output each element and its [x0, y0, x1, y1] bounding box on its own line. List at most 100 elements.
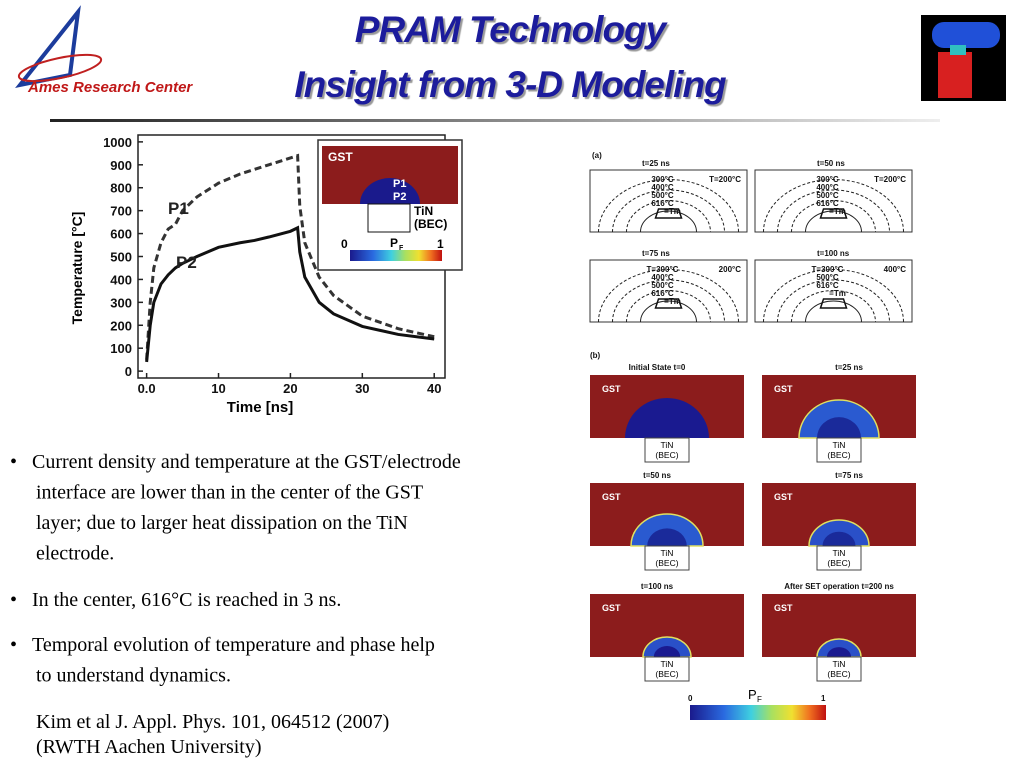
- melt-zone: [654, 208, 683, 219]
- citation: (RWTH Aachen University): [36, 736, 262, 758]
- contour-label: T=300°C: [812, 265, 844, 274]
- colorbar-min: 0: [341, 237, 348, 251]
- logo-text: Ames Research Center: [27, 79, 193, 96]
- y-tick-label: 700: [110, 204, 132, 219]
- divider: [50, 119, 940, 122]
- molecule-image: [921, 15, 1006, 101]
- x-axis-label: Time [ns]: [227, 399, 293, 416]
- panel-title: t=50 ns: [817, 159, 845, 168]
- colorbar-sub: F: [399, 245, 404, 252]
- y-tick-label: 200: [110, 318, 132, 333]
- contour: [791, 290, 876, 323]
- region-label: GST: [774, 384, 793, 394]
- region-label: GST: [774, 492, 793, 502]
- contour: [626, 200, 711, 233]
- contour-label: 500°C: [816, 273, 839, 282]
- contour: [791, 200, 876, 233]
- contour-label: 616°C: [816, 199, 839, 208]
- melt-zone: [819, 298, 848, 309]
- bullet-text: to understand dynamics.: [36, 665, 231, 687]
- electrode: [816, 545, 862, 571]
- dome-core: [647, 528, 687, 546]
- electrode: [644, 656, 690, 682]
- y-tick-label: 400: [110, 272, 132, 287]
- dome-core: [817, 417, 861, 438]
- y-tick-label: 100: [110, 341, 132, 356]
- contour-label: 616°C: [651, 289, 674, 298]
- colorbar-max: 1: [821, 694, 826, 703]
- panel-title: t=100 ns: [641, 582, 674, 591]
- electrode-label: (BEC): [655, 450, 678, 460]
- panel-title: t=25 ns: [642, 159, 670, 168]
- point-label: P2: [393, 191, 406, 203]
- logo: Ames Research Center: [15, 5, 193, 96]
- contour-label: T=200°C: [874, 175, 906, 184]
- electrode-label: (BEC): [655, 669, 678, 679]
- series-label: P1: [168, 199, 189, 218]
- electrode: [367, 203, 411, 233]
- region-label: GST: [328, 150, 353, 164]
- contour: [626, 290, 711, 323]
- electrode-label: TiN: [833, 548, 846, 558]
- panel-title: t=25 ns: [835, 363, 863, 372]
- contour-label: =Tm: [664, 297, 681, 306]
- contour: [777, 279, 890, 323]
- contour-label: 400°C: [816, 183, 839, 192]
- contour: [640, 300, 697, 323]
- electrode-label: (BEC): [655, 558, 678, 568]
- contour-label: =Tm: [829, 289, 846, 298]
- contour-label: 500°C: [651, 281, 674, 290]
- dome-core: [826, 647, 852, 657]
- colorbar-sub: F: [757, 695, 762, 704]
- contour-label: T=200°C: [709, 175, 741, 184]
- colorbar-name: P: [390, 236, 398, 250]
- colorbar: [350, 250, 442, 261]
- contour-label: 400°C: [651, 273, 674, 282]
- contour-label: 616°C: [651, 199, 674, 208]
- electrode: [816, 656, 862, 682]
- bullet-marker: •: [10, 589, 17, 611]
- colorbar: [690, 705, 826, 720]
- colorbar-min: 0: [688, 694, 693, 703]
- bullet-marker: •: [10, 634, 17, 656]
- contour: [777, 189, 890, 233]
- y-tick-label: 900: [110, 158, 132, 173]
- electrode-label: TiN: [414, 204, 433, 218]
- contour: [612, 279, 725, 323]
- contour-label: T=300°C: [647, 265, 679, 274]
- panel-title: Initial State t=0: [629, 363, 686, 372]
- bullet-text: In the center, 616°C is reached in 3 ns.: [32, 589, 341, 611]
- y-tick-label: 300: [110, 295, 132, 310]
- text-block: • Current density and temperature at the …: [10, 451, 461, 758]
- region-label: GST: [774, 603, 793, 613]
- panel-title: t=75 ns: [835, 471, 863, 480]
- chart: Time [ns] Temperature [°C] 0 100 200 300 400…: [69, 134, 463, 416]
- y-axis-label: Temperature [°C]: [69, 212, 85, 325]
- panel-title: t=100 ns: [817, 249, 850, 258]
- contour-label: =Tm: [664, 207, 681, 216]
- bullet-text: Temporal evolution of temperature and ph…: [32, 634, 435, 656]
- electrode-label: (BEC): [827, 450, 850, 460]
- bullet-text: layer; due to larger heat dissipation on…: [36, 512, 408, 534]
- y-tick-label: 800: [110, 181, 132, 196]
- dome-core: [653, 646, 681, 657]
- title-line: PRAM Technology: [355, 9, 669, 50]
- colorbar-name: P: [748, 687, 757, 702]
- panel-label: (b): [590, 351, 601, 360]
- bullet-marker: •: [10, 451, 17, 473]
- bullet-text: electrode.: [36, 543, 114, 565]
- series-label: P2: [176, 253, 197, 272]
- contour: [805, 300, 862, 323]
- melt-zone: [819, 208, 848, 219]
- y-tick-label: 600: [110, 227, 132, 242]
- colorbar-max: 1: [437, 237, 444, 251]
- series-line: [145, 153, 435, 360]
- x-tick-label: 0.0: [138, 381, 156, 396]
- y-tick-label: 1000: [103, 135, 132, 150]
- y-tick-label: 500: [110, 250, 132, 265]
- contour-label: 300°C: [816, 175, 839, 184]
- electrode-label: (BEC): [414, 217, 447, 231]
- dome: [360, 178, 420, 204]
- contour: [598, 269, 739, 323]
